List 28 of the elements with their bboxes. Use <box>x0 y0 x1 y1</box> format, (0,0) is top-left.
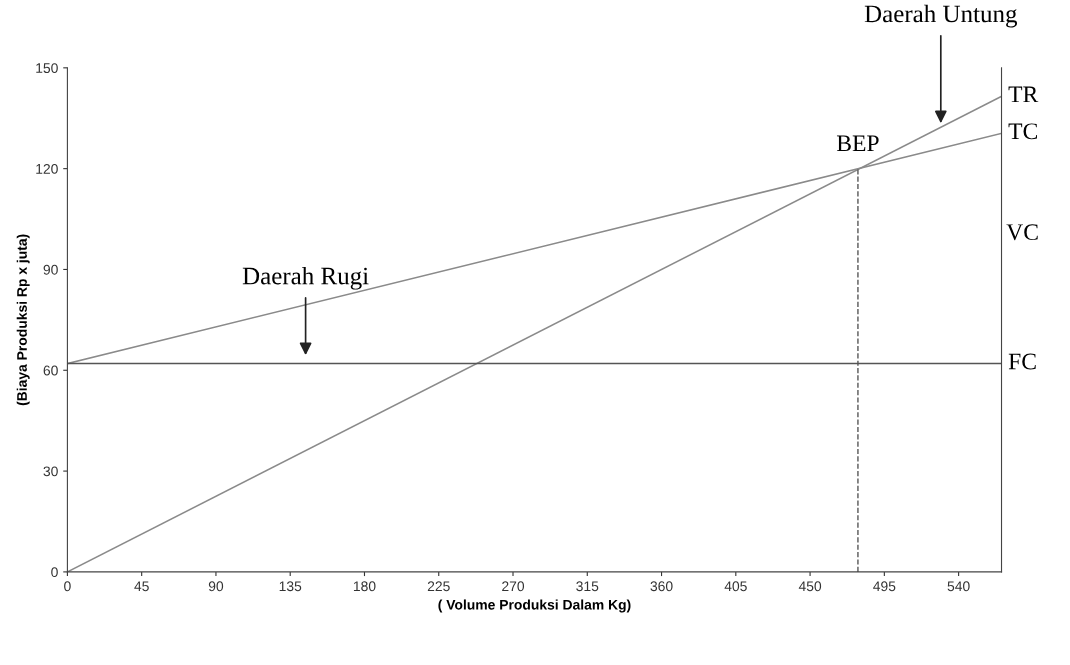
x-tick-label: 495 <box>873 581 896 592</box>
ref-line-label: BEP <box>836 135 879 152</box>
text: Daerah Untung <box>864 4 1018 28</box>
x-tick-label: 315 <box>576 581 599 592</box>
series-label: TR <box>1008 86 1039 103</box>
y-tick-label: 0 <box>51 567 58 578</box>
series-label: TC <box>1008 123 1037 140</box>
x-tick-label: 0 <box>64 581 71 592</box>
x-tick-label: 360 <box>650 581 673 592</box>
x-tick-label: 45 <box>134 581 149 592</box>
y-tick-label: 150 <box>36 63 58 73</box>
y-tick-label: 120 <box>36 163 58 174</box>
x-tick-label: 540 <box>947 581 970 592</box>
y-tick-label: 90 <box>43 264 58 275</box>
x-tick-label: 135 <box>279 581 302 592</box>
y-tick-label: 30 <box>43 466 58 477</box>
x-tick-label: 180 <box>353 581 376 592</box>
x-tick-label: 90 <box>208 581 224 592</box>
x-tick-label: 270 <box>502 581 525 592</box>
series-label: FC <box>1008 353 1036 370</box>
x-tick-label: 405 <box>724 581 747 592</box>
x-tick-label: 450 <box>798 581 822 592</box>
x-axis-title: ( Volume Produksi Dalam Kg) <box>438 599 631 613</box>
annotation: Daerah Rugi <box>242 266 369 290</box>
x-tick-label: 225 <box>427 581 450 592</box>
y-tick-label: 60 <box>43 365 58 376</box>
text: VC <box>1006 224 1038 241</box>
y-axis-title: (Biaya Produksi Rp x juta) <box>16 234 30 406</box>
